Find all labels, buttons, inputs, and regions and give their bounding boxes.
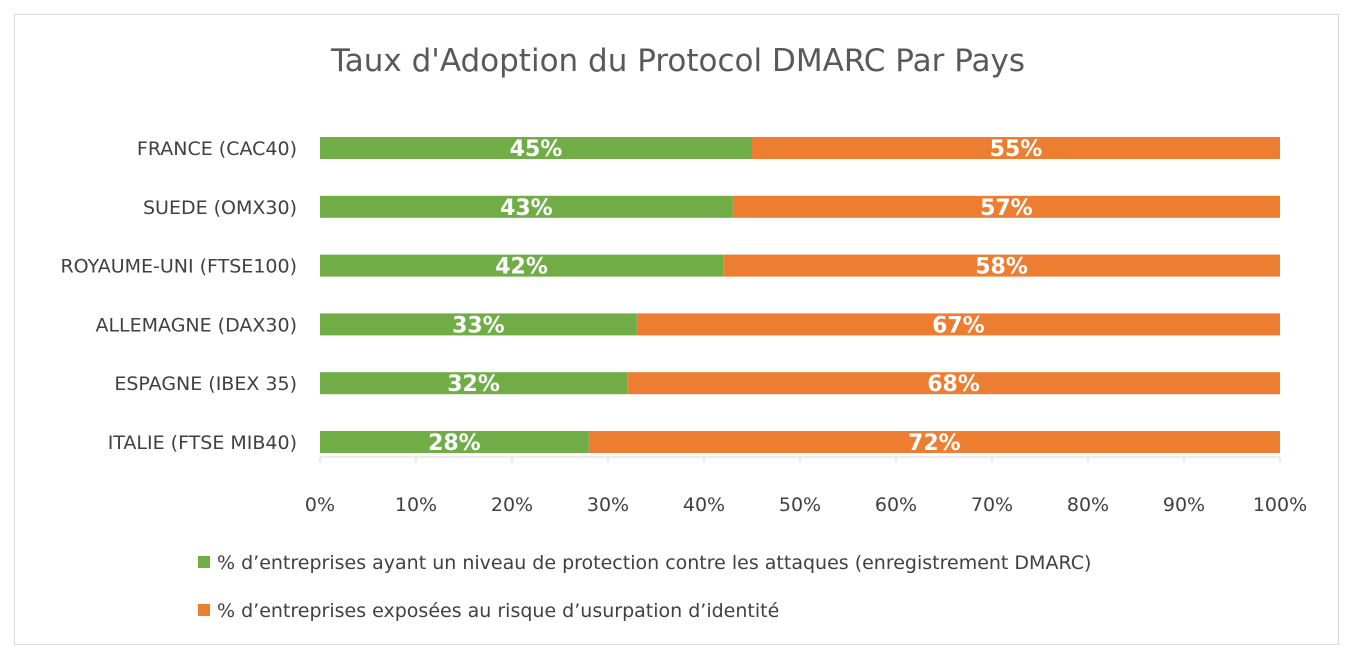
- data-label: 43%: [500, 196, 553, 221]
- category-label: SUEDE (OMX30): [143, 197, 297, 219]
- x-tick-label: 0%: [305, 494, 335, 516]
- bar-segment: [320, 313, 637, 336]
- category-label: ESPAGNE (IBEX 35): [114, 373, 297, 395]
- x-tick-label: 50%: [779, 494, 821, 516]
- x-tick-label: 90%: [1163, 494, 1205, 516]
- legend: % d’entreprises ayant un niveau de prote…: [198, 552, 1091, 622]
- bar-segment: [636, 313, 1280, 336]
- x-tick-label: 40%: [683, 494, 725, 516]
- chart-title: Taux d'Adoption du Protocol DMARC Par Pa…: [330, 43, 1025, 79]
- category-label: ROYAUME-UNI (FTSE100): [60, 256, 297, 278]
- data-label: 67%: [932, 313, 985, 338]
- x-tick-label: 10%: [395, 494, 437, 516]
- bar-segment: [320, 254, 724, 277]
- data-label: 42%: [495, 255, 548, 280]
- bar-segment: [723, 254, 1280, 277]
- data-label: 58%: [975, 255, 1028, 280]
- x-tick-label: 80%: [1067, 494, 1109, 516]
- legend-label: % d’entreprises exposées au risque d’usu…: [217, 600, 779, 622]
- data-label: 33%: [452, 313, 505, 338]
- x-tick-label: 30%: [587, 494, 629, 516]
- legend-swatch: [198, 604, 210, 616]
- data-label: 28%: [428, 431, 481, 456]
- bar-segment: [588, 431, 1280, 453]
- legend-label: % d’entreprises ayant un niveau de prote…: [217, 552, 1091, 574]
- chart-frame: Taux d'Adoption du Protocol DMARC Par Pa…: [14, 14, 1339, 645]
- x-tick-label: 20%: [491, 494, 533, 516]
- bar-segment: [627, 372, 1280, 395]
- data-label: 32%: [447, 372, 500, 397]
- bar-segment: [320, 431, 589, 453]
- category-label: FRANCE (CAC40): [137, 138, 297, 160]
- x-tick-label: 100%: [1253, 494, 1307, 516]
- x-tick-label: 70%: [971, 494, 1013, 516]
- x-axis: 0% 10% 20% 30% 40% 50% 60% 70% 80% 90% 100%: [305, 456, 1307, 516]
- legend-swatch: [198, 556, 210, 568]
- category-label: ALLEMAGNE (DAX30): [95, 314, 297, 336]
- data-label: 68%: [927, 372, 980, 397]
- chart-svg: Taux d'Adoption du Protocol DMARC Par Pa…: [60, 43, 1307, 622]
- bar-segment: [752, 137, 1280, 159]
- x-tick-label: 60%: [875, 494, 917, 516]
- data-label: 55%: [990, 137, 1043, 162]
- bar-segment: [320, 195, 733, 218]
- bar-segment: [732, 195, 1280, 218]
- bars-layer: [320, 137, 1280, 453]
- category-label: ITALIE (FTSE MIB40): [108, 432, 297, 454]
- bar-segment: [320, 372, 628, 395]
- bar-segment: [320, 137, 752, 159]
- data-label: 72%: [908, 431, 961, 456]
- category-labels: FRANCE (CAC40) SUEDE (OMX30) ROYAUME-UNI (…: [60, 138, 297, 454]
- data-label: 57%: [980, 196, 1033, 221]
- data-label: 45%: [510, 137, 563, 162]
- data-labels: 45% 55% 43% 57% 42% 58% 33% 67% 32% 68% 28% 72%: [428, 137, 1042, 456]
